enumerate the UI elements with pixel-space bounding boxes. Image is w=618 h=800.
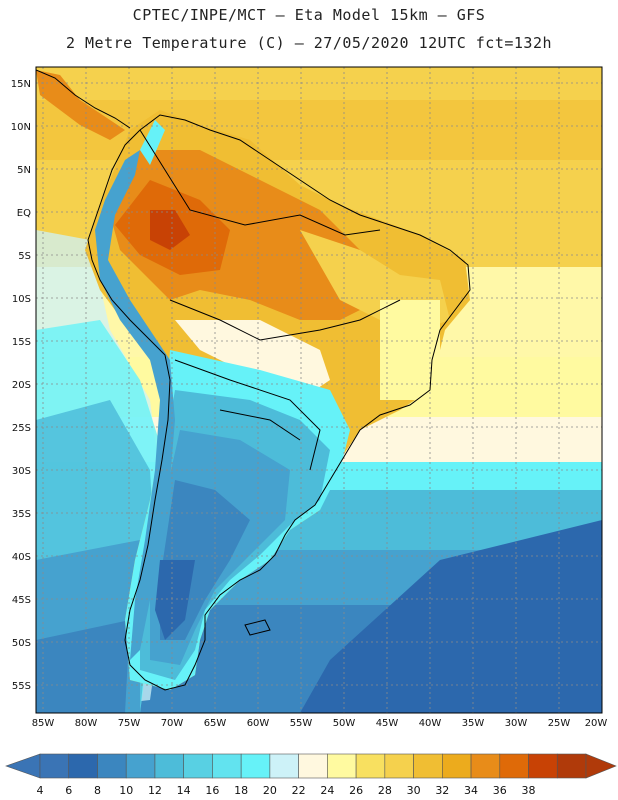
scale-swatch	[68, 753, 98, 779]
lon-label: 35W	[462, 718, 485, 729]
lat-label: 15S	[12, 337, 31, 348]
lon-label: 45W	[376, 718, 399, 729]
lat-axis: 15N 10N 5N EQ 5S 10S 15S 20S 25S 30S 35S…	[11, 79, 31, 692]
scale-arrow-low	[5, 753, 41, 779]
scale-swatch	[470, 753, 501, 779]
scale-swatch	[355, 753, 386, 779]
temperature-field	[36, 67, 602, 713]
lat-label: 10S	[12, 294, 31, 305]
scale-label: 16	[205, 784, 219, 797]
scale-label: 20	[263, 784, 277, 797]
map-title: CPTEC/INPE/MCT – Eta Model 15km – GFS	[132, 6, 486, 24]
scale-label: 30	[407, 784, 421, 797]
lat-label: 30S	[12, 466, 31, 477]
scale-swatch	[154, 753, 184, 779]
scale-swatch	[499, 753, 529, 779]
color-scale: 4 6 8 10 12 14 16 18 20 22 24 26 28 30 32 34 36 38	[5, 753, 617, 797]
lon-label: 80W	[75, 718, 98, 729]
lat-label: 20S	[12, 380, 31, 391]
scale-label: 38	[522, 784, 536, 797]
scale-label: 24	[320, 784, 334, 797]
lat-label: 35S	[12, 509, 31, 520]
lon-label: 65W	[204, 718, 227, 729]
lat-label: 55S	[12, 681, 31, 692]
scale-swatch	[97, 753, 127, 779]
scale-label: 18	[234, 784, 248, 797]
scale-label: 14	[177, 784, 191, 797]
coastlines	[36, 69, 471, 691]
lon-axis: 85W 80W 75W 70W 65W 60W 55W 50W 45W 40W …	[32, 718, 608, 729]
scale-label: 12	[148, 784, 162, 797]
scale-label: 22	[292, 784, 306, 797]
lon-label: 50W	[333, 718, 356, 729]
scale-swatch	[556, 753, 587, 779]
lon-label: 25W	[548, 718, 571, 729]
lon-label: 40W	[419, 718, 442, 729]
scale-label: 26	[349, 784, 363, 797]
lat-label: 5N	[17, 165, 31, 176]
lat-label: 5S	[18, 251, 31, 262]
lat-label: 10N	[11, 122, 31, 133]
scale-swatch	[298, 753, 328, 779]
scale-swatch	[442, 753, 472, 779]
scale-label: 28	[378, 784, 392, 797]
scale-label: 32	[435, 784, 449, 797]
map-subtitle: 2 Metre Temperature (C) – 27/05/2020 12U…	[65, 34, 553, 52]
lon-label: 75W	[118, 718, 141, 729]
scale-swatch	[212, 753, 242, 779]
scale-swatch	[125, 753, 156, 779]
graticule	[36, 67, 603, 713]
lon-label: 60W	[247, 718, 270, 729]
scale-label: 4	[37, 784, 44, 797]
scale-label: 8	[94, 784, 101, 797]
scale-label: 6	[65, 784, 72, 797]
lat-label: EQ	[17, 208, 31, 219]
map-frame	[35, 66, 603, 714]
lon-label: 55W	[290, 718, 313, 729]
lon-label: 30W	[505, 718, 528, 729]
scale-swatch	[183, 753, 213, 779]
scale-arrow-high	[585, 753, 617, 779]
scale-swatch	[269, 753, 299, 779]
scale-swatch	[384, 753, 414, 779]
scale-label: 34	[464, 784, 478, 797]
lon-label: 85W	[32, 718, 55, 729]
lon-label: 20W	[585, 718, 608, 729]
lon-label: 70W	[161, 718, 184, 729]
lat-label: 15N	[11, 79, 31, 90]
scale-swatch	[39, 753, 70, 779]
scale-swatch	[240, 753, 271, 779]
lat-label: 25S	[12, 423, 31, 434]
lat-label: 45S	[12, 595, 31, 606]
lat-label: 40S	[12, 552, 31, 563]
scale-swatch	[528, 753, 558, 779]
lat-label: 50S	[12, 638, 31, 649]
scale-label: 10	[119, 784, 133, 797]
scale-label: 36	[493, 784, 507, 797]
scale-swatch	[413, 753, 443, 779]
scale-swatch	[327, 753, 357, 779]
